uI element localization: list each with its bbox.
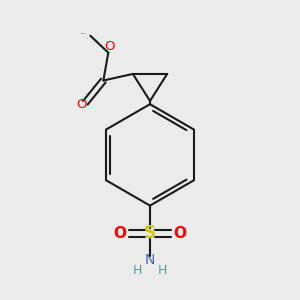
Text: methoxy: methoxy [81, 33, 88, 34]
Text: N: N [145, 253, 155, 267]
Text: O: O [76, 98, 87, 111]
Text: O: O [114, 226, 127, 241]
Text: H: H [158, 264, 167, 277]
Text: O: O [173, 226, 186, 241]
Text: H: H [133, 264, 142, 277]
Text: S: S [144, 224, 156, 242]
Text: O: O [104, 40, 115, 53]
